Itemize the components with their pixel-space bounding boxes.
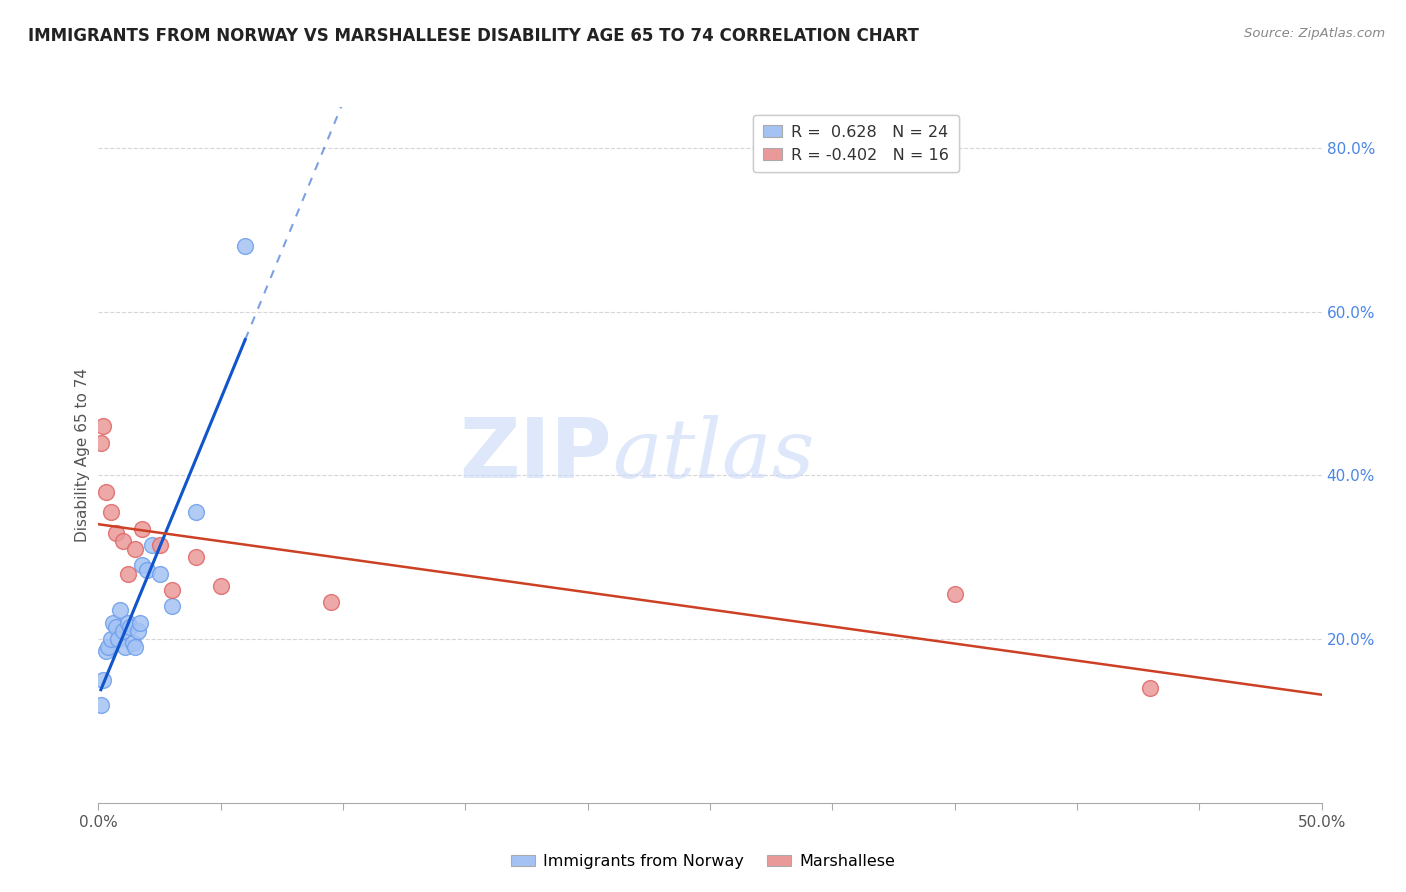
Point — [160, 582, 183, 597]
Point — [160, 599, 183, 614]
Point — [100, 632, 122, 646]
Point — [136, 562, 159, 576]
Text: IMMIGRANTS FROM NORWAY VS MARSHALLESE DISABILITY AGE 65 TO 74 CORRELATION CHART: IMMIGRANTS FROM NORWAY VS MARSHALLESE DI… — [28, 27, 920, 45]
Point — [127, 624, 149, 638]
Point — [101, 615, 124, 630]
Text: atlas: atlas — [612, 415, 814, 495]
Point — [104, 620, 127, 634]
Point — [129, 615, 152, 630]
Point — [97, 640, 120, 655]
Point — [94, 484, 117, 499]
Point — [120, 620, 142, 634]
Point — [90, 698, 112, 712]
Point — [94, 644, 117, 658]
Point — [141, 538, 163, 552]
Text: Source: ZipAtlas.com: Source: ZipAtlas.com — [1244, 27, 1385, 40]
Point — [111, 624, 134, 638]
Point — [117, 566, 139, 581]
Point — [209, 579, 232, 593]
Point — [943, 587, 966, 601]
Text: ZIP: ZIP — [460, 415, 612, 495]
Point — [149, 566, 172, 581]
Point — [117, 615, 139, 630]
Point — [186, 550, 208, 565]
Point — [319, 595, 342, 609]
Point — [110, 603, 132, 617]
Point — [124, 640, 146, 655]
Point — [121, 636, 143, 650]
Point — [111, 533, 134, 548]
Point — [114, 640, 136, 655]
Point — [124, 542, 146, 557]
Point — [104, 525, 127, 540]
Y-axis label: Disability Age 65 to 74: Disability Age 65 to 74 — [75, 368, 90, 542]
Point — [131, 522, 153, 536]
Point — [1139, 681, 1161, 696]
Point — [107, 632, 129, 646]
Point — [233, 239, 256, 253]
Legend: R =  0.628   N = 24, R = -0.402   N = 16: R = 0.628 N = 24, R = -0.402 N = 16 — [754, 115, 959, 172]
Point — [90, 435, 112, 450]
Point — [100, 505, 122, 519]
Point — [186, 505, 208, 519]
Point — [149, 538, 172, 552]
Legend: Immigrants from Norway, Marshallese: Immigrants from Norway, Marshallese — [505, 847, 901, 875]
Point — [91, 673, 114, 687]
Point — [131, 558, 153, 573]
Point — [91, 419, 114, 434]
